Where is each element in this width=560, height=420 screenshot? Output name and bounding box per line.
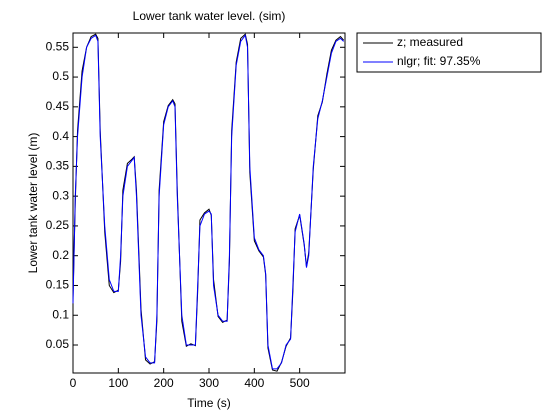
y-tick-label: 0.45 — [46, 99, 70, 113]
y-tick-label: 0.05 — [46, 337, 70, 351]
x-tick-label: 100 — [108, 376, 128, 390]
y-tick-label: 0.35 — [46, 159, 70, 173]
y-tick-label: 0.3 — [52, 188, 69, 202]
x-tick-label: 0 — [70, 376, 77, 390]
x-tick-label: 200 — [154, 376, 174, 390]
x-tick-label: 300 — [199, 376, 219, 390]
plot-area — [72, 32, 346, 374]
series-line — [72, 34, 344, 370]
legend-label: z; measured — [397, 35, 463, 49]
legend-label: nlgr; fit: 97.35% — [397, 54, 481, 68]
y-tick-label: 0.25 — [46, 218, 70, 232]
chart-title: Lower tank water level. (sim) — [133, 9, 286, 23]
legend-box — [356, 32, 542, 73]
y-tick-label: 0.1 — [52, 307, 69, 321]
x-tick-label: 500 — [290, 376, 310, 390]
x-axis-label: Time (s) — [187, 396, 231, 410]
y-tick-label: 0.2 — [52, 248, 69, 262]
y-tick-label: 0.4 — [52, 129, 69, 143]
y-tick-label: 0.5 — [52, 69, 69, 83]
y-tick-label: 0.15 — [46, 278, 70, 292]
y-tick-label: 0.55 — [46, 39, 70, 53]
x-tick-label: 400 — [244, 376, 264, 390]
y-axis-label: Lower tank water level (m) — [26, 133, 40, 274]
